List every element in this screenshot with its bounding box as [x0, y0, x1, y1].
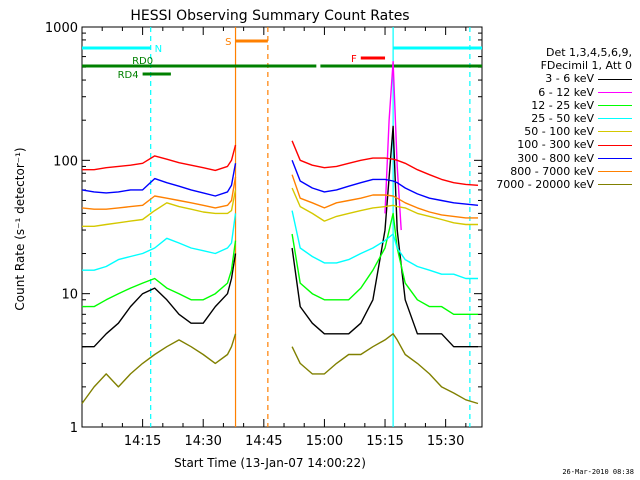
legend-entry-label: 800 - 7000 keV — [510, 164, 594, 178]
y-tick-label: 10 — [61, 288, 78, 303]
chart-title: HESSI Observing Summary Count Rates — [130, 8, 409, 24]
y-tick-label: 100 — [53, 154, 78, 169]
y-tick-label: 1000 — [45, 21, 78, 36]
legend-header-line-2: FDecimil 1, Att 0 — [540, 59, 632, 73]
x-tick-label: 14:45 — [245, 434, 282, 449]
y-axis-label: Count Rate (s⁻¹ detector⁻¹) — [13, 147, 27, 310]
x-axis-label: Start Time (13-Jan-07 14:00:22) — [174, 456, 366, 470]
y-tick-label: 1 — [70, 421, 78, 436]
legend-entry: 25 - 50 keV — [462, 112, 632, 125]
flag-label: F — [351, 54, 357, 65]
series-line — [81, 160, 479, 206]
legend-swatch — [598, 157, 632, 159]
x-tick-label: 15:30 — [427, 434, 464, 449]
legend-entry-label: 50 - 100 keV — [524, 125, 594, 139]
flag-label: S — [225, 37, 231, 48]
legend-entry: 50 - 100 keV — [462, 125, 632, 138]
series-line — [82, 125, 478, 348]
series-line — [82, 140, 479, 186]
legend-entry-label: 6 - 12 keV — [538, 85, 594, 99]
series-line — [81, 174, 478, 219]
legend-swatch — [598, 78, 632, 80]
legend-entry-label: 25 - 50 keV — [531, 112, 594, 126]
series-line — [81, 333, 479, 405]
legend-swatch — [598, 131, 632, 133]
legend-entry-label: 100 - 300 keV — [517, 138, 594, 152]
flag-label: RD4 — [118, 70, 139, 81]
legend-swatch — [598, 144, 632, 146]
legend-entry-label: 12 - 25 keV — [531, 98, 594, 112]
legend-swatch — [598, 104, 632, 106]
legend-entry-label: 3 - 6 keV — [545, 72, 594, 86]
legend-swatch — [598, 184, 632, 186]
x-tick-label: 15:00 — [306, 434, 343, 449]
legend-entry: 12 - 25 keV — [462, 99, 632, 112]
legend: Det 1,3,4,5,6,9, FDecimil 1, Att 0 3 - 6… — [462, 46, 632, 191]
legend-entry: 800 - 7000 keV — [462, 165, 632, 178]
x-tick-label: 15:15 — [366, 434, 403, 449]
legend-entry: 6 - 12 keV — [462, 86, 632, 99]
series-line — [82, 210, 478, 280]
legend-header-line-1: Det 1,3,4,5,6,9, — [545, 46, 632, 59]
timestamp-footer: 26-Mar-2010 08:38 — [562, 468, 634, 476]
legend-entry: 100 - 300 keV — [462, 138, 632, 151]
legend-entry: 300 - 800 keV — [462, 152, 632, 165]
x-tick-label: 14:30 — [184, 434, 221, 449]
legend-entry: 3 - 6 keV — [462, 72, 632, 85]
flag-label: N — [155, 44, 162, 55]
series-line — [384, 60, 402, 231]
series-line — [82, 187, 478, 227]
legend-swatch — [598, 118, 632, 120]
legend-entry-label: 7000 - 20000 keV — [496, 178, 594, 192]
series-line — [82, 212, 478, 315]
legend-entry-label: 300 - 800 keV — [517, 151, 594, 165]
legend-swatch — [598, 91, 632, 93]
x-tick-label: 14:15 — [124, 434, 161, 449]
legend-entry: 7000 - 20000 keV — [462, 178, 632, 191]
flag-label: RD0 — [132, 56, 153, 67]
legend-swatch — [598, 170, 632, 172]
